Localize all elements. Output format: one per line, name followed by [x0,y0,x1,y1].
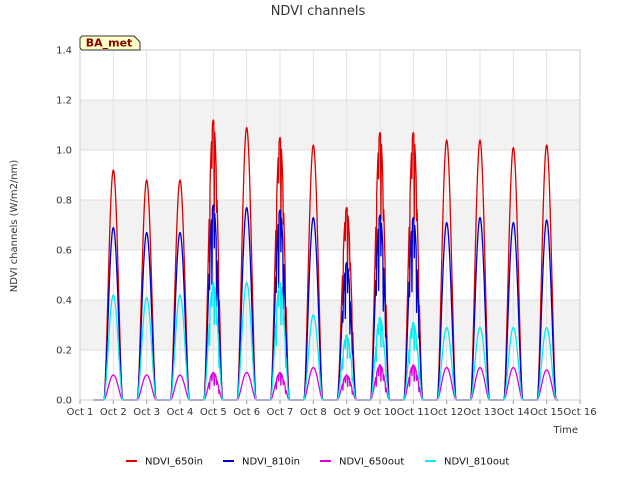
y-tick-label: 0.2 [56,346,72,357]
y-tick-label: 1.0 [56,146,72,157]
legend-item-ndvi-650in: NDVI_650in [126,457,203,468]
legend: NDVI_650in NDVI_810in NDVI_650out NDVI_810o… [126,457,509,468]
x-axis-ticks: Oct 1 Oct 2 Oct 3 Oct 4 Oct 5 Oct 6 Oct 7 Oct 8… [67,400,597,418]
x-axis-label: Time [553,425,578,436]
plot-band [80,150,580,200]
x-tick-label: Oct 6 [233,407,260,418]
plot-background-bands [80,50,580,400]
plot-band [80,350,580,400]
x-tick-label: Oct 4 [167,407,194,418]
x-tick-label: Oct 7 [267,407,294,418]
y-axis-ticks: 0.0 0.2 0.4 0.6 0.8 1.0 1.2 1.4 [56,46,72,407]
legend-label: NDVI_650out [339,457,404,468]
x-tick-label: Oct 1 [67,407,94,418]
x-tick-label: Oct 15 [530,407,563,418]
x-tick-label: Oct 9 [333,407,360,418]
plot-band [80,100,580,150]
legend-label: NDVI_810in [242,457,300,468]
legend-item-ndvi-810out: NDVI_810out [425,457,509,468]
x-tick-label: Oct 16 [563,407,596,418]
plot-band [80,300,580,350]
x-tick-label: Oct 10 [363,407,396,418]
site-badge-shape [79,35,141,51]
y-tick-label: 0.4 [56,296,72,307]
y-tick-label: 0.6 [56,246,72,257]
plot-frame [79,49,581,401]
plot-band [80,250,580,300]
y-axis-label: NDVI channels (W/m2/nm) [9,160,20,293]
plot-band [80,200,580,250]
y-tick-label: 0.8 [56,196,72,207]
x-tick-label: Oct 2 [100,407,127,418]
x-tick-label: Oct 12 [430,407,463,418]
legend-item-ndvi-650out: NDVI_650out [320,457,404,468]
legend-label: NDVI_810out [444,457,509,468]
plot-band [80,50,580,100]
x-tick-label: Oct 3 [133,407,160,418]
y-tick-label: 1.2 [56,96,72,107]
x-tick-label: Oct 11 [397,407,430,418]
x-tick-label: Oct 13 [463,407,496,418]
site-badge: BA_met [79,35,141,51]
x-tick-label: Oct 8 [300,407,327,418]
y-tick-label: 1.4 [56,46,72,57]
legend-label: NDVI_650in [145,457,203,468]
legend-item-ndvi-810in: NDVI_810in [223,457,300,468]
x-tick-label: Oct 14 [497,407,530,418]
y-tick-label: 0.0 [56,396,72,407]
x-tick-label: Oct 5 [200,407,227,418]
site-badge-label: BA_met [86,37,133,50]
chart-title: NDVI channels [271,4,366,19]
